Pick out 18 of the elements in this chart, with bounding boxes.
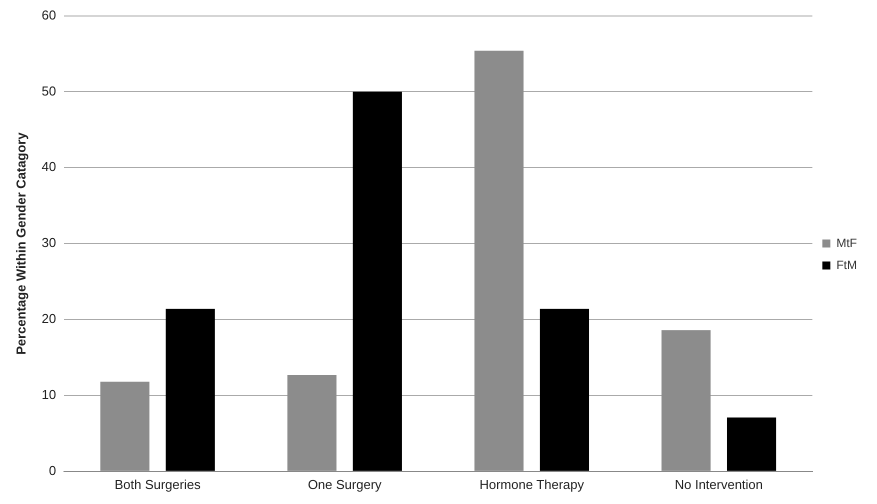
x-tick-label: Hormone Therapy	[479, 476, 584, 492]
y-tick-label: 30	[42, 235, 56, 250]
bar	[352, 92, 402, 471]
legend-label: FtM	[836, 258, 858, 272]
bar	[166, 308, 215, 471]
y-tick-label: 10	[42, 387, 56, 402]
y-tick-label: 20	[42, 311, 56, 326]
y-tick-label: 50	[42, 83, 56, 98]
x-tick-label: No Intervention	[674, 476, 763, 492]
x-tick-label: One Surgery	[308, 476, 382, 492]
y-tick-label: 60	[42, 7, 56, 22]
bar	[540, 308, 590, 471]
y-tick-label: 40	[42, 159, 56, 174]
legend-label: MtF	[836, 236, 858, 250]
x-tick-label: Both Surgeries	[114, 476, 202, 492]
y-tick-label: 0	[48, 462, 56, 478]
y-axis-title: Percentage Within Gender Catagory	[13, 132, 28, 355]
bar	[726, 417, 776, 471]
